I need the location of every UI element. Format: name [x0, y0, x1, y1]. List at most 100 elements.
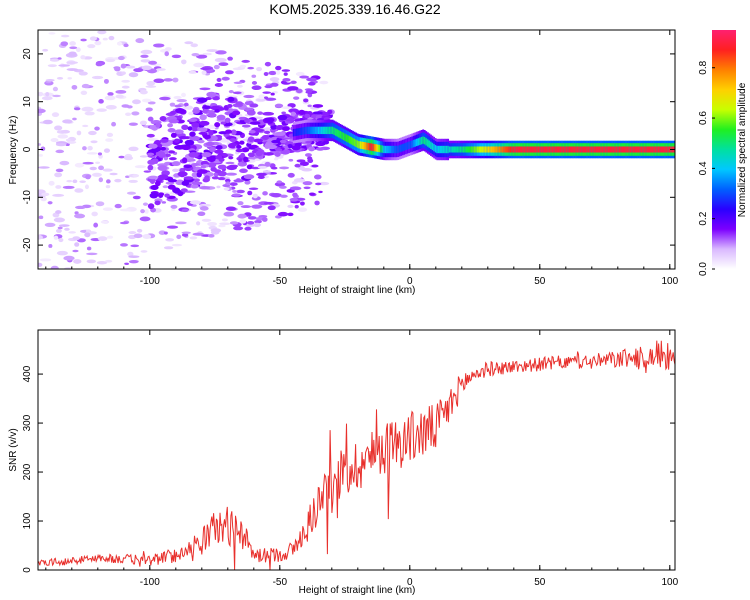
spectrogram-cell — [225, 70, 234, 75]
spectrogram-cell — [311, 164, 319, 168]
spectrogram-cell — [307, 104, 312, 108]
spectrogram-cell — [183, 102, 189, 107]
spectrogram-ridge-cell — [509, 146, 512, 153]
spectrogram-ridge-cell — [617, 146, 620, 153]
spectrogram-ridge-cell — [498, 146, 501, 153]
spectrogram-cell — [247, 152, 255, 158]
spectrogram-cell — [315, 182, 322, 186]
spectrogram-cell — [168, 157, 177, 161]
spectrogram-cell — [89, 166, 97, 171]
spectrogram-cell — [243, 174, 255, 180]
spectrogram-cell — [163, 231, 168, 235]
colorbar-strip — [712, 30, 736, 269]
spectrogram-cell — [254, 220, 262, 224]
spectrogram-cell — [168, 119, 179, 124]
spectrogram-cell — [248, 129, 256, 134]
spectrogram-ridge-cell — [520, 146, 523, 153]
spectrogram-cell — [215, 145, 223, 150]
spectrogram-cell — [52, 94, 61, 98]
spectrogram-cell — [53, 235, 59, 240]
spectrogram-cell — [64, 227, 70, 231]
spectrogram-ridge-cell — [667, 146, 669, 153]
spectrogram-cell — [39, 258, 52, 262]
spectrogram-ridge-cell — [478, 146, 481, 153]
spectrogram-ridge-cell — [380, 145, 382, 153]
spectrogram-cell — [193, 62, 205, 68]
colorbar: 0.0 0.2 0.4 0.6 0.8 Normalized spectral ampl… — [698, 30, 748, 276]
spectrogram-cell — [142, 202, 149, 206]
spectrogram-cell — [237, 213, 247, 219]
spectrogram-ridge-cell — [352, 137, 354, 146]
spectrogram-ridge-cell — [517, 146, 520, 153]
spectrogram-ridge-cell — [408, 141, 411, 149]
spectrogram-cell — [86, 252, 98, 256]
spectrogram-cell — [287, 204, 294, 208]
spectrogram-cell — [124, 262, 130, 266]
spectrogram-cell — [120, 243, 128, 247]
spectrogram-cell — [38, 262, 43, 267]
spectrogram-ridge-cell — [529, 146, 532, 153]
spectrogram-cell — [227, 56, 233, 61]
spectrogram-cell — [258, 94, 265, 100]
spectrogram-ridge-cell — [373, 144, 376, 152]
spectrogram-cell — [197, 169, 208, 174]
spectrogram-ytick-label: 10 — [22, 96, 33, 108]
spectrogram-cell — [249, 103, 259, 108]
spectrogram-ridge-cell — [603, 146, 606, 153]
spectrogram-cell — [73, 259, 82, 264]
spectrogram-ridge-cell — [668, 146, 671, 153]
spectrogram-cell — [167, 184, 176, 190]
spectrogram-cell — [55, 185, 62, 189]
spectrogram-ridge-cell — [540, 146, 543, 153]
spectrogram-cell — [263, 71, 269, 77]
spectrogram-ridge-cell — [534, 146, 537, 153]
spectrogram-cell — [148, 143, 158, 149]
spectrogram-cell — [106, 235, 114, 239]
spectrogram-ridge-cell — [453, 146, 456, 153]
spectrogram-ridge-cell — [381, 145, 384, 153]
spectrogram-ridge-cell — [341, 131, 343, 140]
spectrogram-cell — [144, 209, 149, 214]
spectrogram-cell — [235, 101, 243, 106]
spectrogram-ytick-label: 20 — [22, 48, 33, 60]
spectrogram-ridge-cell — [400, 144, 403, 152]
spectrogram-cell — [214, 149, 224, 154]
spectrogram-cell — [45, 79, 55, 82]
spectrogram-ridge-cell — [626, 146, 629, 153]
snr-xtick-label: 100 — [661, 577, 678, 588]
spectrogram-ridge-cell — [439, 145, 442, 154]
spectrogram-ridge-cell — [558, 146, 560, 153]
spectrogram-cell — [205, 141, 215, 146]
spectrogram-cell — [240, 152, 246, 159]
spectrogram-ridge-cell — [665, 146, 668, 153]
spectrogram-cell — [243, 156, 249, 163]
spectrogram-cell — [141, 65, 152, 71]
spectrogram-cell — [141, 98, 152, 103]
spectrogram-cell — [97, 236, 108, 241]
spectrogram-ridge-cell — [409, 141, 412, 149]
spectrogram-cell — [85, 174, 91, 180]
spectrogram-cell — [55, 168, 64, 173]
spectrogram-ridge-cell — [634, 146, 637, 153]
spectrogram-ridge-cell — [648, 146, 651, 153]
spectrogram-ridge-cell — [487, 146, 490, 153]
spectrogram-y-axis: -20 -10 0 10 20 — [22, 48, 675, 252]
spectrogram-cell — [264, 117, 275, 123]
spectrogram-ridge-cell — [483, 146, 485, 153]
spectrogram-cell — [274, 182, 286, 187]
spectrogram-cell — [239, 140, 245, 145]
spectrogram-ridge-cell — [642, 146, 645, 153]
spectrogram-cell — [273, 157, 279, 161]
spectrogram-cell — [114, 66, 121, 72]
spectrogram-cell — [128, 179, 138, 183]
spectrogram-cell — [207, 156, 216, 163]
spectrogram-cell — [174, 138, 180, 143]
spectrogram-ridge-cell — [567, 146, 570, 153]
spectrogram-cell — [140, 49, 153, 55]
spectrogram-cell — [95, 161, 101, 165]
spectrogram-cell — [171, 243, 183, 247]
spectrogram-cell — [275, 131, 286, 137]
spectrogram-cell — [147, 164, 154, 171]
spectrogram-cell — [40, 146, 46, 151]
spectrogram-cell — [290, 80, 297, 85]
